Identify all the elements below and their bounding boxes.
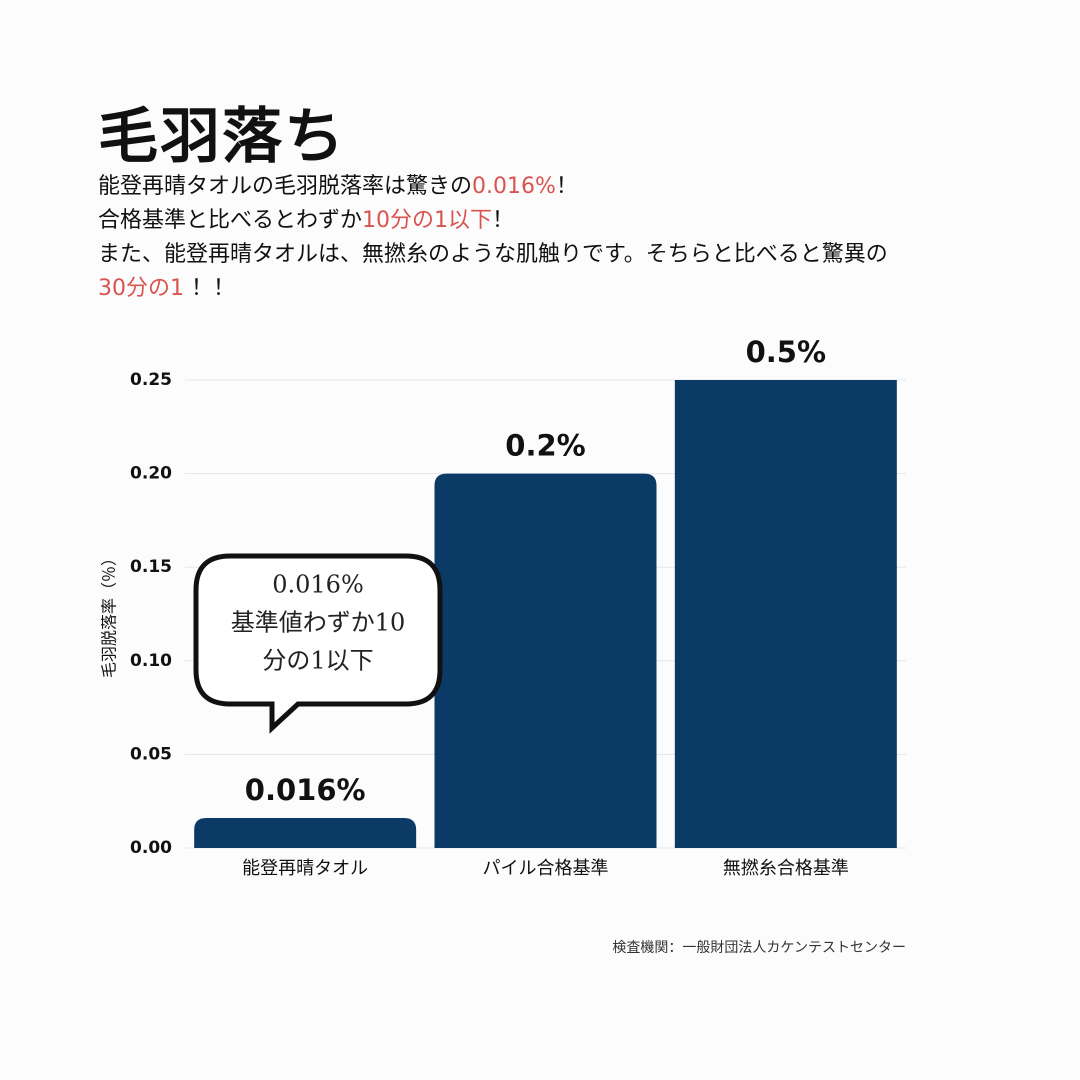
callout-text: 基準値わずか10 <box>231 609 406 637</box>
text: ！！ <box>184 276 235 301</box>
highlight: 10分の1以下 <box>362 208 493 233</box>
description-line: 能登再晴タオルの毛羽脱落率は驚きの0.016%！ <box>98 170 898 204</box>
x-tick-label: 能登再晴タオル <box>242 858 368 879</box>
y-axis-label: 毛羽脱落率（％） <box>100 550 119 678</box>
y-tick-label: 0.15 <box>130 557 172 577</box>
text: 合格基準と比べるとわずか <box>98 208 363 233</box>
highlight: 0.016% <box>472 174 556 199</box>
description-line: 合格基準と比べるとわずか10分の1以下！ <box>98 204 898 238</box>
text: ！ <box>492 208 515 233</box>
y-tick-label: 0.25 <box>130 370 172 390</box>
value-label: 0.016% <box>245 773 366 807</box>
x-tick-label: 無撚糸合格基準 <box>723 858 849 879</box>
description: 能登再晴タオルの毛羽脱落率は驚きの0.016%！ 合格基準と比べるとわずか10分の… <box>98 170 898 306</box>
text: 能登再晴タオルの毛羽脱落率は驚きの <box>98 174 473 199</box>
callout-bubble <box>193 553 443 734</box>
y-tick-label: 0.10 <box>130 651 172 671</box>
text: また、能登再晴タオルは、無撚糸のような肌触りです。そちらと比べると驚異の <box>98 242 888 267</box>
y-tick-label: 0.20 <box>130 464 172 484</box>
bar <box>194 818 417 848</box>
source: 検査機関：一般財団法人カケンテストセンター <box>612 940 906 956</box>
callout-text: 0.016% <box>272 571 364 599</box>
highlight: 30分の1 <box>98 276 184 301</box>
bar <box>434 473 657 848</box>
bars <box>194 380 897 848</box>
x-tick-label: パイル合格基準 <box>483 858 609 879</box>
description-line: また、能登再晴タオルは、無撚糸のような肌触りです。そちらと比べると驚異の 30分の… <box>98 238 898 306</box>
title: 毛羽落ち <box>98 102 346 172</box>
text: ！ <box>555 174 578 199</box>
value-label: 0.5% <box>746 335 826 369</box>
y-tick-label: 0.05 <box>130 744 172 764</box>
bar <box>674 380 897 848</box>
value-label: 0.2% <box>505 429 585 463</box>
callout-text: 分の1以下 <box>262 647 373 675</box>
y-tick-label: 0.00 <box>130 838 172 858</box>
